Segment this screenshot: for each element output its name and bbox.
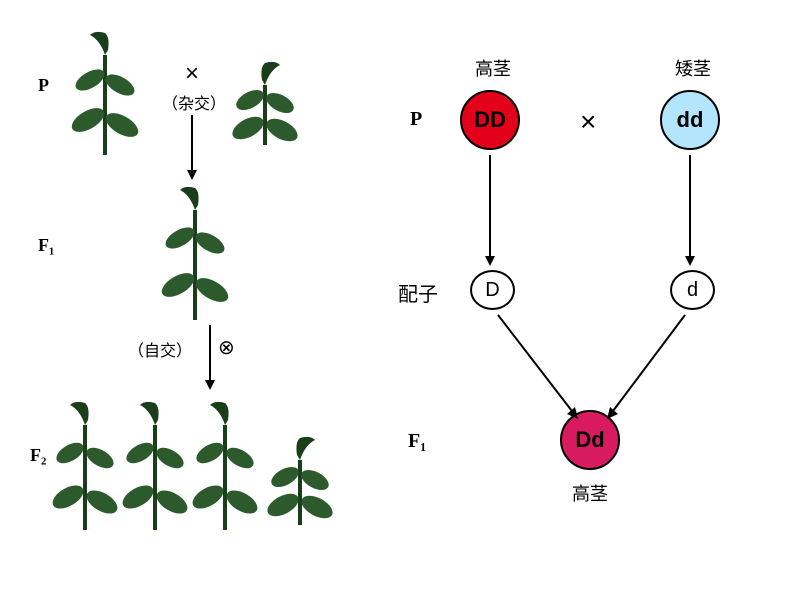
right-arrows [0, 0, 794, 596]
